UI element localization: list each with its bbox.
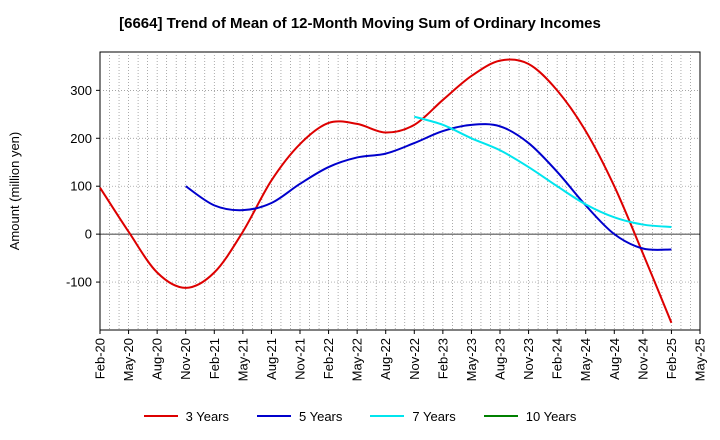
grid — [100, 52, 700, 330]
y-axis-label: Amount (million yen) — [7, 132, 22, 251]
legend-item-3-years: 3 Years — [143, 408, 229, 424]
legend-swatch — [257, 415, 291, 417]
legend-label: 7 Years — [412, 408, 456, 424]
x-tick-label: Aug-20 — [150, 338, 165, 380]
plot-area — [99, 51, 701, 331]
series-line-7-years — [414, 115, 672, 228]
x-tick-label: Nov-24 — [635, 338, 650, 380]
x-tick-label: May-22 — [350, 338, 365, 381]
legend-label: 10 Years — [525, 408, 577, 424]
series-line-5-years — [185, 123, 672, 251]
legend: 3 Years 5 Years 7 Years 10 Years — [0, 406, 720, 426]
y-tick-label: -100 — [66, 275, 92, 290]
x-tick-label: Nov-22 — [407, 338, 422, 380]
legend-item-7-years: 7 Years — [370, 408, 456, 424]
x-tick-label: Feb-22 — [321, 338, 336, 379]
x-tick-label: Feb-20 — [93, 338, 108, 379]
legend-swatch — [483, 415, 518, 417]
series-lines — [99, 58, 673, 324]
x-tick-label: May-23 — [464, 338, 479, 381]
x-tick-label: Feb-25 — [664, 338, 679, 379]
legend-swatch — [370, 415, 405, 417]
x-tick-label: May-25 — [693, 338, 708, 381]
x-tick-label: May-20 — [121, 338, 136, 381]
x-tick-label: Aug-23 — [493, 338, 508, 380]
x-tick-label: Aug-24 — [607, 338, 622, 380]
x-tick-label: Feb-23 — [435, 338, 450, 379]
y-tick-label: 100 — [70, 179, 92, 194]
series-line-3-years — [99, 58, 673, 324]
x-tick-label: Nov-20 — [178, 338, 193, 380]
x-tick-label: Nov-23 — [521, 338, 536, 380]
x-tick-label: Aug-22 — [378, 338, 393, 380]
legend-label: 3 Years — [185, 408, 229, 424]
legend-item-10-years: 10 Years — [483, 408, 577, 424]
x-tick-label: Feb-24 — [550, 338, 565, 379]
chart-title: [6664] Trend of Mean of 12-Month Moving … — [119, 15, 601, 32]
x-tick-label: Nov-21 — [293, 338, 308, 380]
y-tick-label: 0 — [85, 227, 92, 242]
y-tick-label: 300 — [70, 83, 92, 98]
x-tick-label: May-21 — [235, 338, 250, 381]
x-tick-label: May-24 — [578, 338, 593, 381]
y-tick-label: 200 — [70, 131, 92, 146]
legend-item-5-years: 5 Years — [257, 409, 342, 424]
legend-label: 5 Years — [299, 408, 343, 424]
x-tick-label: Aug-21 — [264, 338, 279, 380]
legend-swatch — [143, 415, 178, 417]
x-tick-label: Feb-21 — [207, 338, 222, 379]
axes: -100 0 100 200 300 Feb-20 May-20 Aug-20 Nov-20 Fe… — [66, 83, 708, 382]
